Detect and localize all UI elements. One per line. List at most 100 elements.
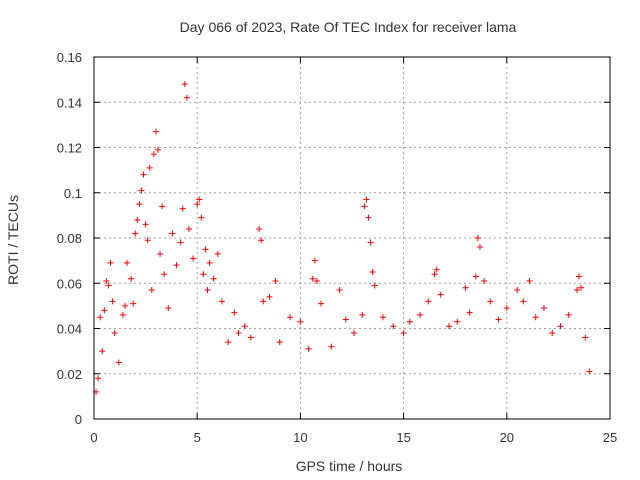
data-point [417,311,424,318]
data-point [107,259,114,266]
data-point [181,81,188,88]
data-point [474,235,481,241]
data-point [165,305,172,312]
data-point [225,339,232,346]
data-point [573,287,580,294]
data-point [119,311,126,318]
data-point [144,237,151,244]
data-point [487,298,494,305]
data-point [272,277,279,284]
data-point [196,196,203,203]
y-axis-label: ROTI / TECUs [5,195,21,285]
data-point [247,334,254,341]
data-point [342,316,349,323]
y-tick-label: 0.02 [57,367,82,382]
data-point [200,271,207,278]
data-point [148,287,155,294]
x-tick-label: 10 [293,430,307,445]
data-point [157,250,164,257]
y-tick-label: 0.06 [57,276,82,291]
data-point [146,164,153,171]
data-point [161,271,168,278]
data-point [142,221,149,228]
x-tick-label: 15 [396,430,410,445]
data-point [206,259,213,266]
data-point [136,201,143,208]
data-point [532,314,539,321]
data-point [138,187,145,194]
data-point [466,309,473,316]
data-point [235,330,242,337]
data-point [124,259,131,266]
data-points [93,81,593,395]
data-point [128,275,135,282]
data-point [140,171,147,178]
data-point [159,203,166,210]
data-point [185,225,192,232]
data-point [297,318,304,325]
x-tick-label: 25 [603,430,617,445]
data-point [526,277,533,284]
data-point [540,305,547,312]
data-point [318,300,325,307]
x-tick-label: 5 [194,430,201,445]
data-point [425,298,432,305]
data-point [481,277,488,284]
data-point [194,201,201,208]
data-point [503,305,510,312]
grid-lines [94,57,610,419]
data-point [256,225,263,232]
data-point [476,244,483,251]
data-point [454,318,461,325]
data-point [437,291,444,298]
data-point [462,284,469,291]
data-point [198,214,205,221]
data-point [214,250,221,257]
data-point [371,282,378,289]
data-point [173,262,180,269]
data-point [109,298,116,305]
data-point [95,375,102,382]
data-point [400,330,407,337]
data-point [369,268,376,275]
data-point [578,284,585,291]
data-point [169,230,176,237]
data-point [361,203,368,210]
data-point [190,255,197,262]
y-tick-label: 0.1 [64,186,82,201]
data-point [202,246,209,253]
data-point [557,323,564,330]
data-point [582,334,589,341]
data-point [390,323,397,330]
data-point [328,343,335,350]
data-point [103,277,110,284]
data-point [130,300,137,307]
data-point [379,314,386,321]
data-point [367,239,374,246]
data-point [276,339,283,346]
x-axis-label: GPS time / hours [296,458,403,474]
data-point [313,277,320,284]
data-point [336,287,343,294]
data-point [258,237,265,244]
data-point [154,146,161,153]
axis-ticks: 0 5 10 15 20 25 0 0.02 0.04 0.06 0.08 0.1 0.12 0.14 0.… [57,50,618,445]
data-point [101,307,108,314]
data-point [365,214,372,221]
data-point [260,298,267,305]
data-point [97,314,104,321]
data-point [111,330,118,337]
data-point [433,266,440,273]
data-point [210,275,217,282]
data-point [311,257,318,264]
data-point [241,323,248,330]
data-point [514,287,521,294]
data-point [183,94,190,101]
data-point [309,275,316,282]
y-tick-label: 0.12 [57,141,82,156]
data-point [179,205,186,212]
data-point [446,323,453,330]
data-point [204,287,211,294]
plot-frame [93,56,611,420]
